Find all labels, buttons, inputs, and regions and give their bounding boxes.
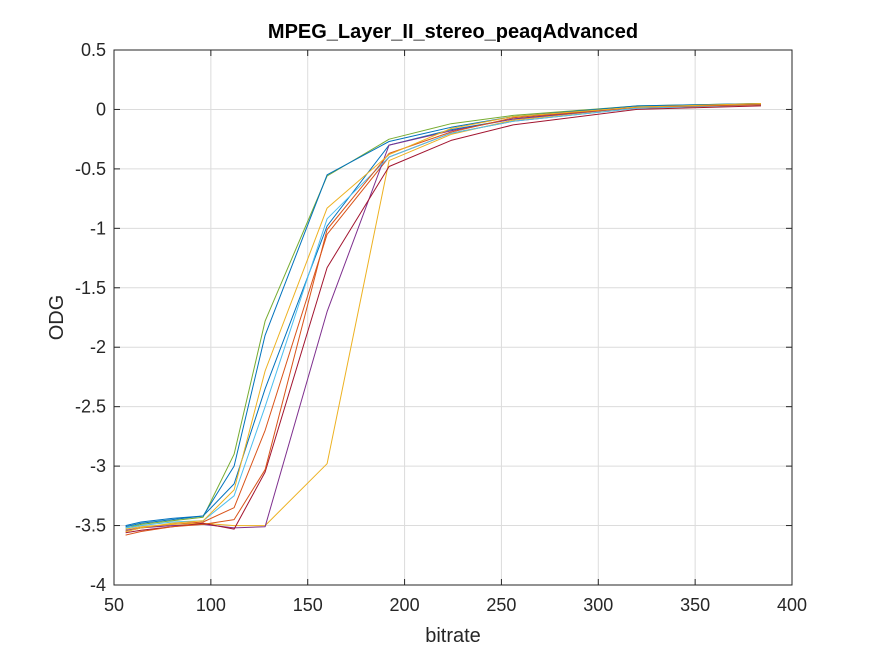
series-lines	[125, 103, 762, 536]
y-tick-label: -1.5	[75, 278, 106, 298]
y-tick-label: -3	[90, 456, 106, 476]
series-line-6	[125, 104, 762, 529]
plot-area	[114, 50, 792, 585]
series-line-9	[125, 104, 762, 536]
x-tick-label: 200	[390, 595, 420, 615]
ticks: 50 100 150 200 250 300 350 400 -4 -3.5 -3 -2.5 -2 -1.…	[75, 40, 807, 615]
y-tick-label: -0.5	[75, 159, 106, 179]
series-line-4	[125, 103, 762, 531]
x-tick-label: 100	[196, 595, 226, 615]
x-tick-label: 300	[583, 595, 613, 615]
series-line-5	[125, 103, 762, 529]
x-tick-label: 50	[104, 595, 124, 615]
x-tick-label: 250	[486, 595, 516, 615]
x-axis-label: bitrate	[425, 625, 481, 647]
y-tick-label: -1	[90, 218, 106, 238]
y-tick-label: -4	[90, 575, 106, 595]
y-tick-label: -2.5	[75, 397, 106, 417]
chart-title: MPEG_Layer_II_stereo_peaqAdvanced	[268, 21, 638, 43]
x-tick-label: 400	[777, 595, 807, 615]
x-tick-label: 150	[293, 595, 323, 615]
y-tick-label: 0.5	[81, 40, 106, 60]
series-line-3	[125, 104, 762, 530]
axes-box	[113, 49, 793, 586]
series-line-10	[125, 103, 762, 532]
y-axis-label: ODG	[46, 295, 68, 341]
y-tick-label: -3.5	[75, 516, 106, 536]
y-tick-label: 0	[96, 99, 106, 119]
y-tick-label: -2	[90, 337, 106, 357]
x-tick-label: 350	[680, 595, 710, 615]
